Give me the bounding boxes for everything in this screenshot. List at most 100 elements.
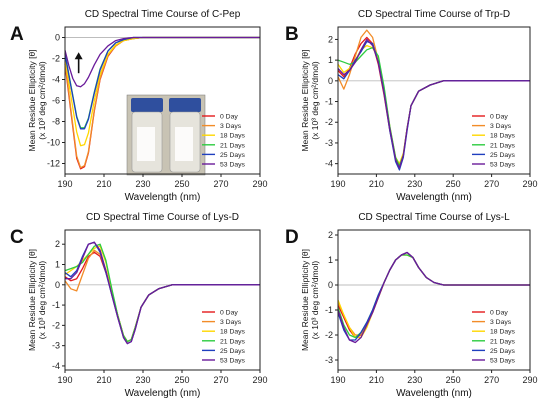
legend: 0 Day 3 Days 18 Days 21 Days 25 Days 53 Days: [472, 114, 516, 169]
y-tick-label: -2: [325, 330, 333, 340]
legend-label: 53 Days: [490, 358, 516, 365]
series-line-21-days: [64, 243, 260, 343]
panel-letter: A: [10, 24, 24, 45]
legend: 0 Day 3 Days 18 Days 21 Days 25 Days 53 Days: [202, 310, 246, 365]
panel-a: A CD Spectral Time Course of C-Pep 190 210 2…: [10, 9, 268, 203]
x-tick-label: 270: [484, 375, 499, 385]
legend-label: 53 Days: [220, 358, 246, 365]
vial-cap: [131, 98, 163, 112]
y-tick-label: -8: [52, 117, 60, 127]
y-axis-label-line1: Mean Residue Ellipticity [θ]: [27, 49, 37, 151]
legend-label: 21 Days: [220, 142, 246, 149]
x-tick-label: 270: [484, 179, 499, 189]
vial-cap: [169, 98, 201, 112]
panel-letter: B: [285, 24, 299, 45]
x-tick-label: 230: [407, 375, 422, 385]
legend-label: 53 Days: [220, 162, 246, 169]
x-axis-label: Wavelength (nm): [396, 192, 472, 203]
y-tick-label: -1: [325, 97, 333, 107]
y-tick-label: 2: [328, 34, 333, 44]
axes-frame: [337, 26, 531, 175]
x-tick-label: 270: [213, 179, 228, 189]
series-line-18-days: [64, 245, 260, 343]
x-tick-label: 230: [135, 179, 150, 189]
x-axis-label: Wavelength (nm): [125, 388, 201, 399]
legend-label: 21 Days: [490, 338, 516, 345]
y-tick-label: 2: [55, 239, 60, 249]
y-tick-label: 1: [328, 255, 333, 265]
legend-label: 25 Days: [490, 348, 516, 355]
legend-label: 0 Day: [220, 310, 238, 317]
x-tick-label: 250: [174, 179, 189, 189]
axes-frame: [337, 229, 531, 371]
x-tick-label: 270: [213, 375, 228, 385]
panel-b: B CD Spectral Time Course of Trp-D 190 210 2…: [285, 9, 538, 203]
legend-label: 25 Days: [220, 348, 246, 355]
y-axis-label-line2: (x 10³ deg cm²/dmol): [310, 61, 320, 140]
series-line-53-days: [65, 241, 260, 345]
legend-label: 3 Days: [490, 123, 512, 130]
y-tick-label: 0: [55, 280, 60, 290]
legend-label: 53 Days: [490, 162, 516, 169]
legend-label: 0 Day: [490, 114, 508, 121]
x-tick-label: 210: [96, 179, 111, 189]
legend: 0 Day 3 Days 18 Days 21 Days 25 Days 53 Days: [202, 114, 246, 169]
series-line-53-days: [337, 251, 530, 344]
x-tick-label: 230: [135, 375, 150, 385]
arrow-head: [74, 52, 83, 60]
chart-title: CD Spectral Time Course of Trp-D: [358, 9, 510, 20]
x-tick-label: 250: [174, 375, 189, 385]
y-tick-label: -1: [52, 300, 60, 310]
legend-label: 18 Days: [220, 329, 246, 336]
panel-letter: D: [285, 227, 299, 248]
x-tick-label: 290: [522, 375, 537, 385]
x-tick-label: 190: [330, 375, 345, 385]
x-tick-label: 210: [369, 375, 384, 385]
y-tick-label: 1: [55, 259, 60, 269]
y-tick-label: -4: [325, 159, 333, 169]
y-tick-label: 0: [328, 280, 333, 290]
chart-title: CD Spectral Time Course of Lys-L: [358, 212, 510, 223]
y-tick-label: -4: [52, 75, 60, 85]
y-axis-label-line2: (x 10³ deg cm²/dmol): [310, 261, 320, 340]
x-axis-label: Wavelength (nm): [396, 388, 472, 399]
x-tick-label: 210: [96, 375, 111, 385]
x-axis-label: Wavelength (nm): [125, 192, 201, 203]
series-line-53-days: [64, 36, 260, 88]
y-axis-label-line1: Mean Residue Ellipticity [θ]: [300, 49, 310, 151]
legend-label: 3 Days: [490, 319, 512, 326]
y-tick-label: 2: [328, 230, 333, 240]
x-tick-label: 290: [252, 179, 267, 189]
upward-arrow-annotation: [74, 52, 83, 74]
y-axis-label-line2: (x 10³ deg cm²/dmol): [37, 61, 47, 140]
legend-label: 25 Days: [220, 152, 246, 159]
y-tick-label: -3: [325, 138, 333, 148]
y-tick-label: -3: [325, 355, 333, 365]
y-tick-label: -2: [52, 320, 60, 330]
legend-label: 18 Days: [490, 133, 516, 140]
x-tick-label: 210: [369, 179, 384, 189]
legend-label: 0 Day: [490, 310, 508, 317]
x-tick-label: 190: [57, 375, 72, 385]
y-tick-label: -6: [52, 96, 60, 106]
legend-label: 21 Days: [490, 142, 516, 149]
legend-label: 21 Days: [220, 338, 246, 345]
x-tick-label: 230: [407, 179, 422, 189]
x-tick-label: 250: [446, 179, 461, 189]
legend-label: 18 Days: [490, 329, 516, 336]
legend-label: 0 Day: [220, 114, 238, 121]
x-tick-label: 190: [330, 179, 345, 189]
series-line-25-days: [337, 40, 530, 171]
x-tick-label: 250: [446, 375, 461, 385]
panel-letter: C: [10, 227, 24, 248]
legend-label: 25 Days: [490, 152, 516, 159]
y-tick-label: -2: [325, 117, 333, 127]
vial-left: [131, 98, 163, 173]
y-tick-label: 0: [55, 33, 60, 43]
axes-frame: [64, 229, 261, 371]
y-tick-label: -12: [47, 159, 60, 169]
x-tick-label: 290: [522, 179, 537, 189]
vial-label: [175, 127, 193, 161]
